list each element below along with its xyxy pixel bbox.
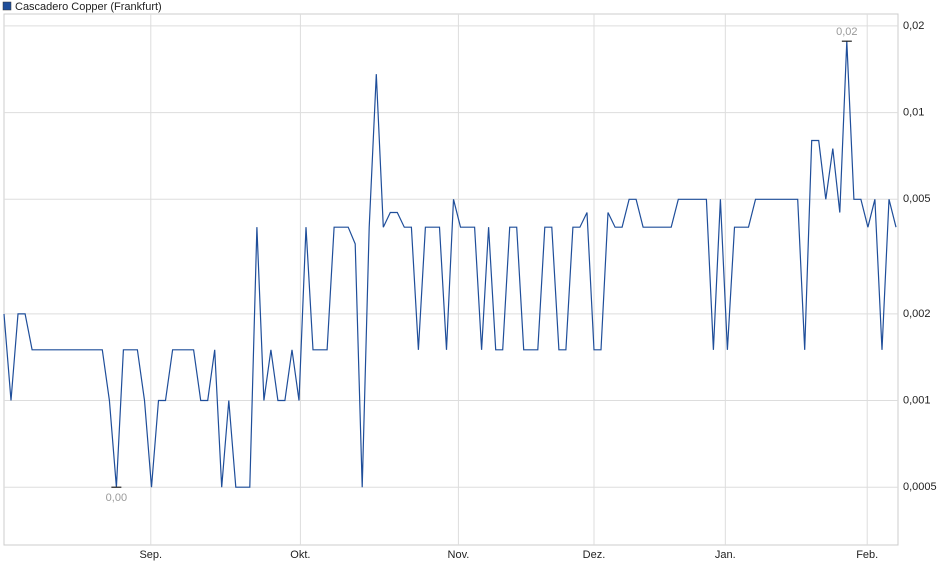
y-tick-label: 0,002	[903, 308, 931, 320]
price-line	[3, 41, 897, 488]
y-tick-label: 0,005	[903, 193, 931, 205]
annotation-label: 0,02	[836, 26, 857, 38]
x-tick-label: Feb.	[856, 549, 878, 561]
legend-swatch	[2, 1, 12, 11]
legend-label: Cascadero Copper (Frankfurt)	[15, 1, 162, 13]
x-tick-label: Okt.	[290, 549, 310, 561]
annotation-label: 0,00	[106, 492, 127, 504]
x-tick-label: Jan.	[715, 549, 736, 561]
y-tick-label: 0,02	[903, 20, 924, 32]
x-tick-label: Nov.	[448, 549, 470, 561]
plot-frame	[3, 13, 899, 546]
y-tick-label: 0,01	[903, 107, 924, 119]
x-tick-label: Dez.	[583, 549, 606, 561]
y-tick-label: 0,0005	[903, 481, 937, 493]
y-tick-label: 0,001	[903, 394, 931, 406]
x-tick-label: Sep.	[139, 549, 162, 561]
